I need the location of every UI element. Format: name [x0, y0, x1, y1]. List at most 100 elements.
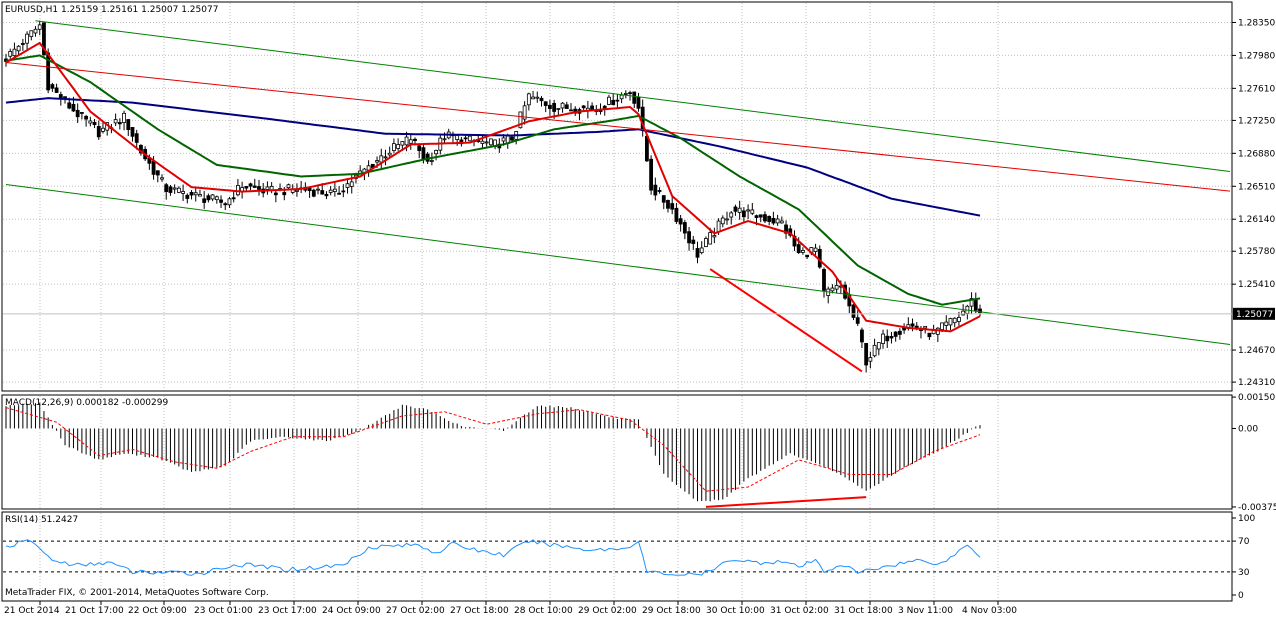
- candle-body: [328, 189, 333, 193]
- candle-body: [661, 195, 666, 203]
- candle-body: [172, 187, 177, 190]
- candle-body: [758, 214, 763, 218]
- panel-frame-2: [1, 394, 1233, 510]
- candle-body: [501, 137, 506, 142]
- rsi-line: [5, 539, 981, 576]
- ma-mid-line: [5, 54, 981, 306]
- candle-body: [155, 170, 160, 176]
- trend-line-red: [5, 62, 1231, 192]
- candle-body: [746, 209, 750, 212]
- candle-body: [885, 335, 890, 342]
- price-tick-label: 1.25410: [1238, 280, 1275, 290]
- candle-body: [876, 342, 881, 350]
- candle-body: [316, 188, 320, 191]
- x-axis-label: 21 Oct 2014: [4, 606, 60, 616]
- candle-body: [535, 96, 540, 99]
- price-tick-label: 1.26140: [1238, 215, 1275, 225]
- candle-body: [88, 120, 93, 124]
- candles-group: [4, 20, 982, 373]
- candle-body: [889, 336, 894, 339]
- candle-body: [910, 323, 915, 327]
- candle-body: [164, 184, 169, 193]
- x-axis-label: 28 Oct 10:00: [514, 606, 573, 616]
- candle-body: [611, 99, 616, 105]
- x-axis-label: 24 Oct 09:00: [322, 606, 381, 616]
- x-axis-label: 23 Oct 17:00: [258, 606, 317, 616]
- candle-body: [122, 112, 126, 124]
- candle-body: [779, 220, 784, 224]
- candle-body: [704, 238, 708, 248]
- candle-body: [20, 43, 25, 45]
- candle-body: [636, 96, 641, 109]
- candle-body: [649, 158, 654, 191]
- candle-body: [79, 112, 84, 114]
- candle-body: [691, 239, 696, 244]
- candle-body: [733, 206, 738, 212]
- candle-body: [552, 102, 557, 112]
- candle-body: [543, 101, 548, 106]
- candle-body: [771, 217, 776, 224]
- candle-body: [678, 218, 683, 225]
- candle-body: [244, 186, 249, 189]
- candle-body: [725, 218, 729, 221]
- price-tick-label: 1.25780: [1238, 247, 1275, 257]
- candle-body: [320, 190, 325, 195]
- candle-body: [282, 192, 287, 196]
- candle-body: [467, 135, 472, 142]
- candle-body: [539, 97, 544, 102]
- candle-body: [383, 156, 388, 159]
- candle-body: [834, 284, 839, 290]
- candle-body: [548, 104, 552, 109]
- candle-body: [337, 192, 341, 195]
- candle-body: [556, 108, 561, 110]
- candle-body: [712, 235, 717, 238]
- candle-body: [666, 200, 670, 209]
- candle-body: [607, 96, 611, 105]
- candle-body: [855, 317, 860, 324]
- candle-body: [526, 93, 531, 106]
- candle-body: [488, 138, 493, 146]
- price-tick-label: 1.27250: [1238, 116, 1275, 126]
- x-axis-label: 27 Oct 02:00: [386, 606, 445, 616]
- candle-body: [417, 145, 422, 152]
- price-tick-label: 1.24670: [1238, 346, 1275, 356]
- candle-body: [42, 22, 46, 56]
- candle-body: [101, 127, 105, 132]
- candle-body: [227, 198, 232, 206]
- candle-body: [71, 103, 76, 112]
- candle-body: [872, 344, 877, 357]
- candle-body: [893, 331, 898, 337]
- candle-body: [581, 105, 586, 109]
- candle-body: [480, 140, 485, 144]
- price-divergence-line: [709, 268, 863, 373]
- macd-tick-label: 0.001501: [1238, 393, 1276, 403]
- candle-body: [375, 160, 379, 163]
- candle-body: [708, 232, 713, 245]
- price-tick-label: 1.28350: [1238, 18, 1275, 28]
- x-axis-label: 22 Oct 09:00: [128, 606, 187, 616]
- candle-body: [404, 136, 409, 146]
- candle-body: [510, 136, 514, 141]
- candle-body: [223, 203, 228, 206]
- candle-body: [113, 119, 118, 124]
- candle-body: [750, 209, 755, 214]
- candle-body: [767, 216, 772, 222]
- candle-body: [822, 269, 826, 291]
- candle-body: [851, 304, 856, 318]
- candle-body: [682, 222, 687, 234]
- candle-body: [134, 133, 139, 143]
- macd-tick-label: 0.00: [1238, 424, 1258, 434]
- x-axis-label: 3 Nov 11:00: [898, 606, 953, 616]
- candle-body: [185, 194, 190, 199]
- candle-body: [214, 196, 219, 201]
- candle-body: [130, 127, 135, 137]
- candle-body: [117, 122, 122, 125]
- x-axis-label: 29 Oct 18:00: [642, 606, 701, 616]
- candle-body: [961, 310, 966, 316]
- candle-body: [763, 214, 767, 222]
- candle-body: [653, 184, 658, 196]
- candle-body: [657, 190, 662, 192]
- x-axis-label: 31 Oct 18:00: [834, 606, 893, 616]
- price-tick-label: 1.26880: [1238, 149, 1275, 159]
